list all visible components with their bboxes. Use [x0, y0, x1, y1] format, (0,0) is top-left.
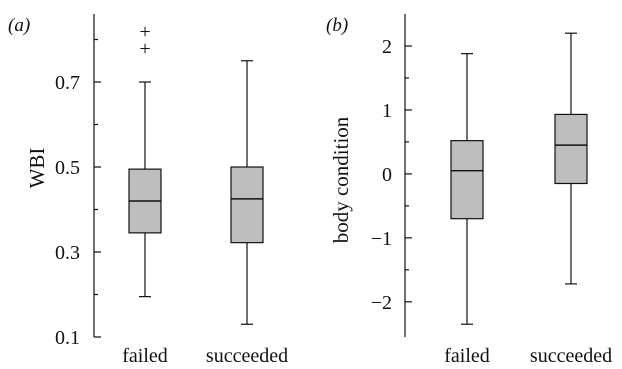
y-tick-label: 1	[382, 100, 392, 122]
category-label: succeeded	[530, 345, 612, 367]
y-tick-label: −1	[371, 228, 392, 250]
category-label: failed	[122, 345, 168, 367]
panel-b: −2 −1 0 1 2 (b) body condition failed succeeded	[326, 14, 612, 367]
y-axis-label: body condition	[329, 116, 353, 243]
panel-label: (a)	[8, 15, 30, 36]
y-tick-label: 0	[382, 164, 392, 186]
box-failed	[450, 140, 484, 220]
box-succeeded	[230, 166, 264, 244]
category-label: failed	[444, 345, 490, 367]
panel-label: (b)	[326, 15, 348, 36]
y-tick-label: 0.7	[55, 72, 80, 94]
y-tick-label: 0.3	[55, 242, 80, 264]
y-tick-label: 0.5	[55, 157, 80, 179]
panel-a: 0.1 0.3 0.5 0.7 (a) WBI ++ failed succeeded	[8, 14, 288, 367]
y-tick-label: 0.1	[55, 327, 80, 349]
y-tick-label: −2	[371, 292, 392, 314]
outlier-marker: +	[139, 21, 150, 43]
category-label: succeeded	[206, 345, 288, 367]
box-succeeded	[554, 113, 588, 185]
outlier-marker: +	[139, 38, 150, 60]
y-axis-label: WBI	[25, 148, 49, 189]
y-tick-label: 2	[382, 36, 392, 58]
